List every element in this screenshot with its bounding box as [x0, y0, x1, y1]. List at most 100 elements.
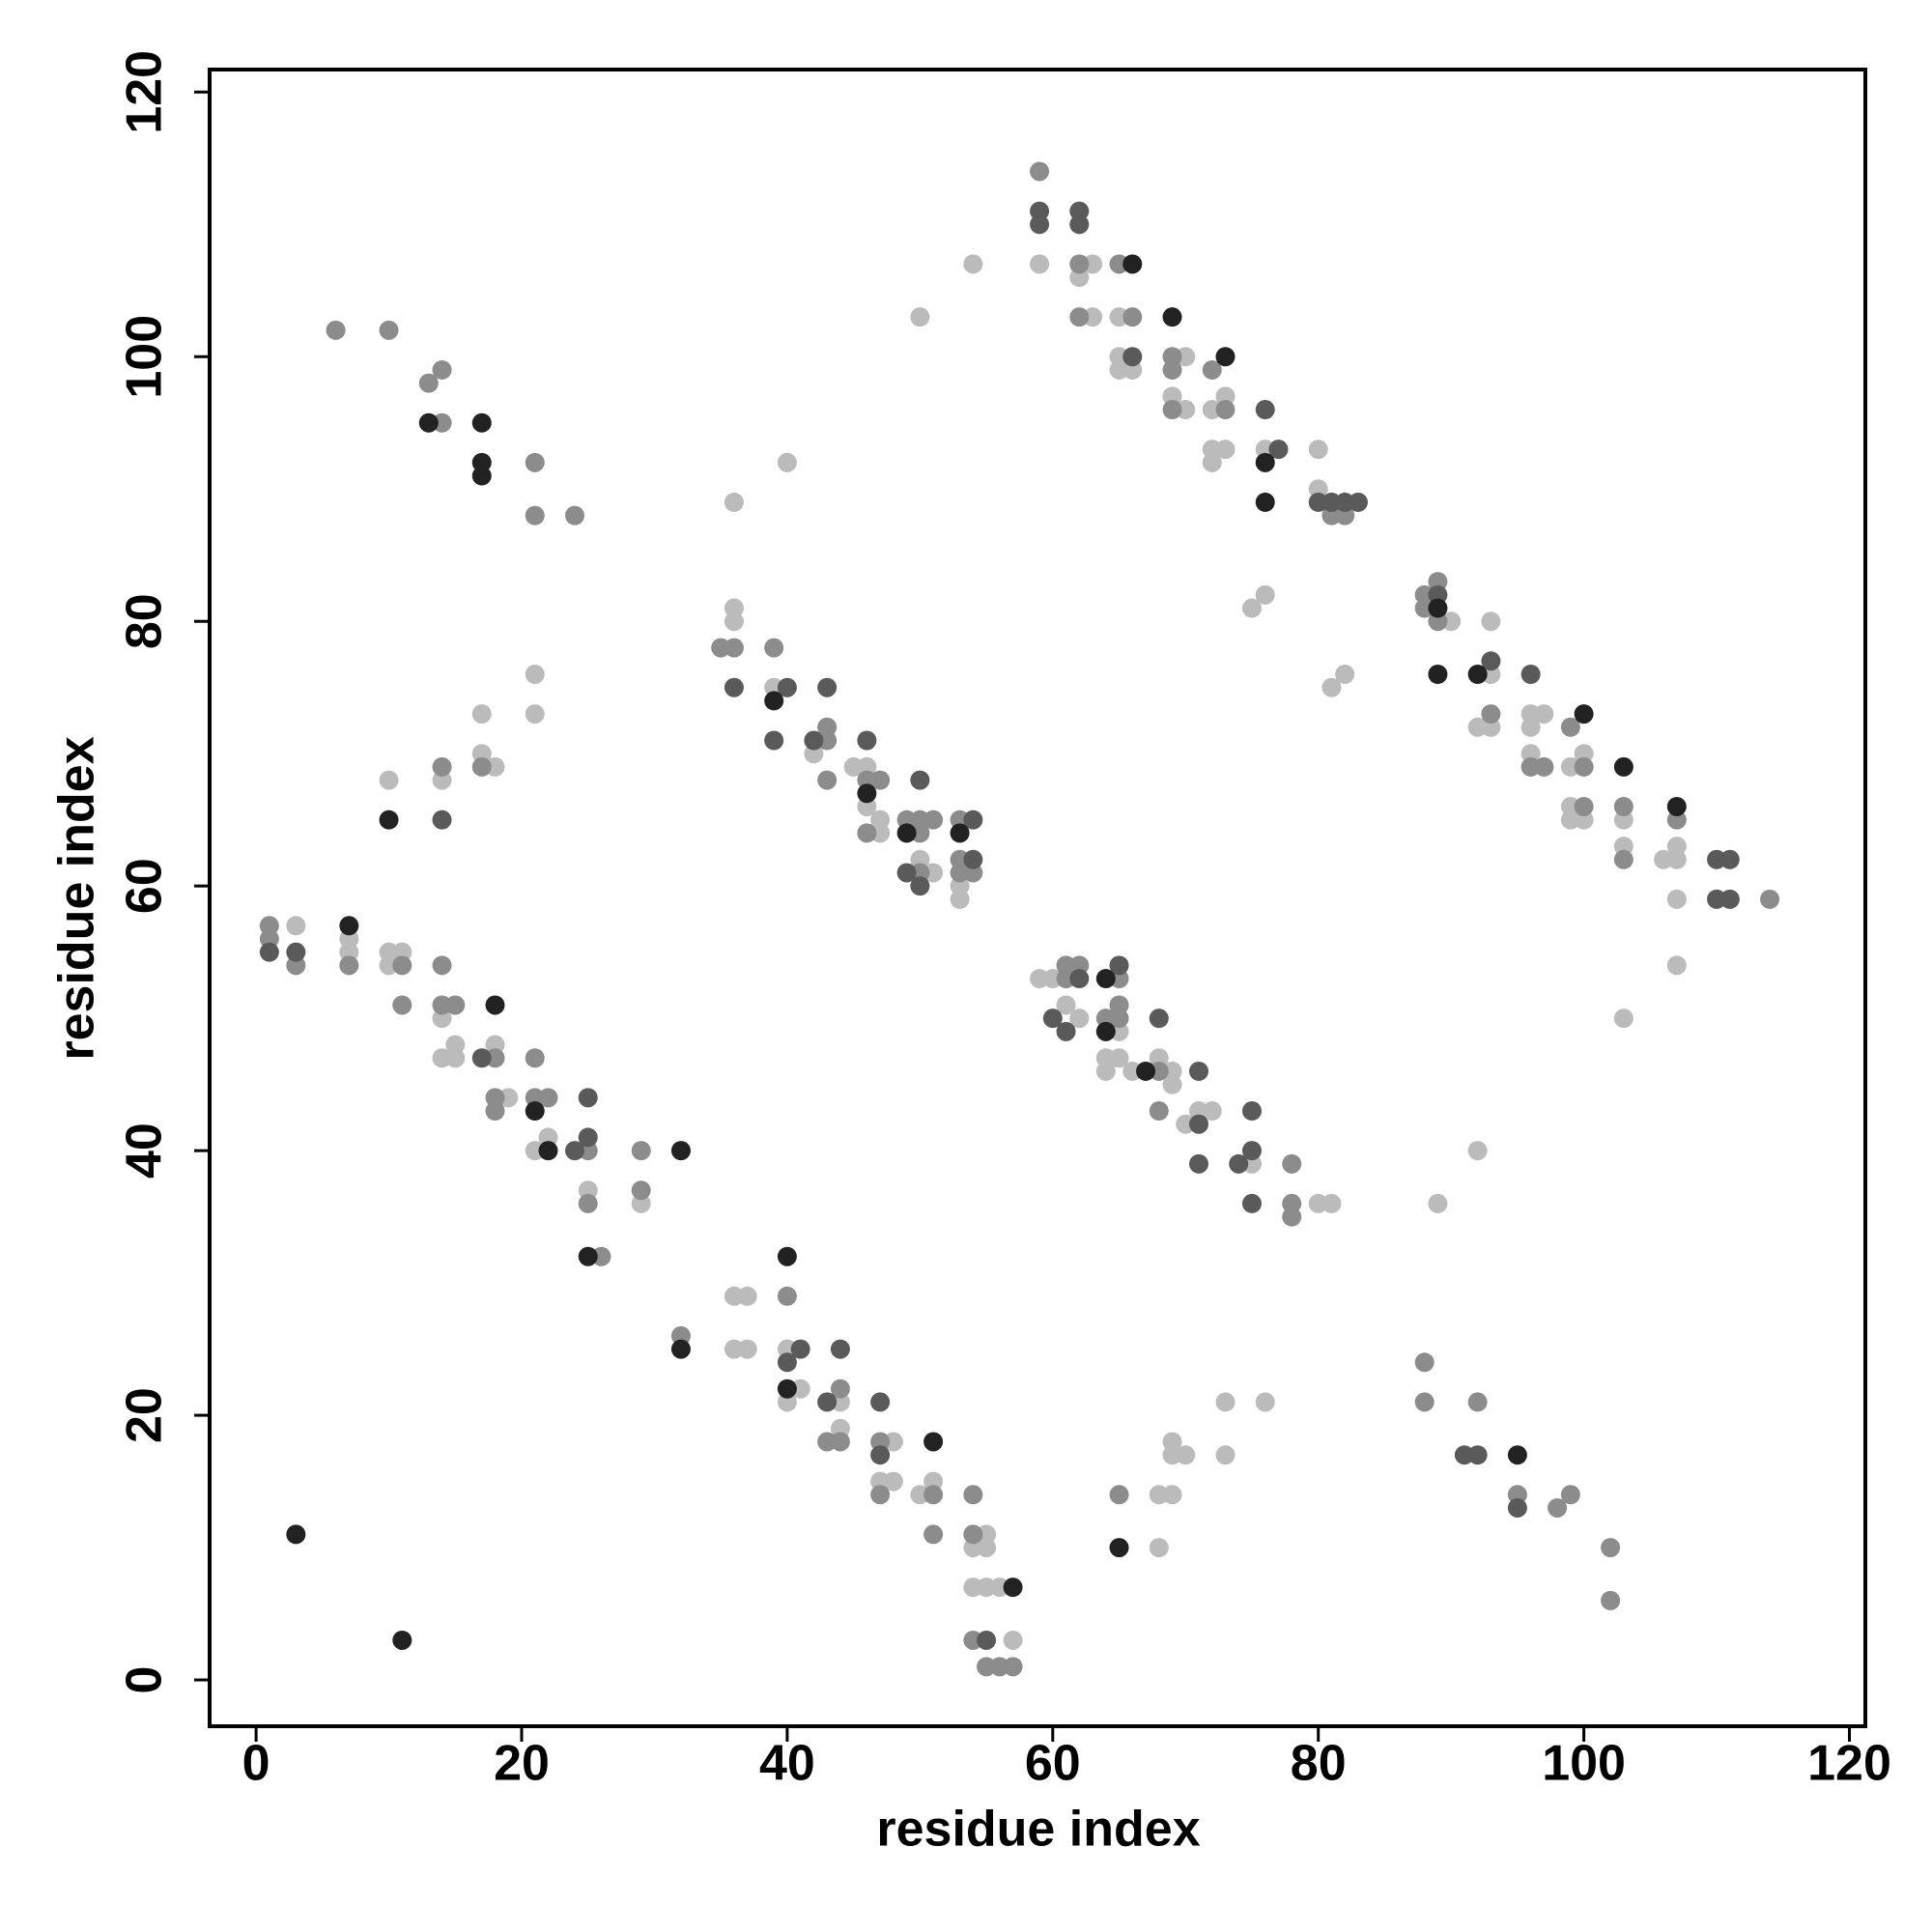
point: [777, 452, 797, 472]
point: [339, 955, 359, 976]
point: [804, 744, 824, 764]
point: [1308, 492, 1328, 512]
point: [392, 995, 412, 1015]
point: [777, 1246, 797, 1266]
point: [1574, 704, 1594, 724]
point: [724, 677, 744, 697]
point: [963, 1577, 983, 1598]
point: [1030, 969, 1050, 989]
point: [1030, 254, 1050, 274]
point: [1095, 1009, 1116, 1029]
point: [963, 810, 983, 830]
point: [870, 1445, 891, 1465]
point: [977, 1524, 997, 1545]
point: [777, 1286, 797, 1306]
point: [1069, 955, 1090, 976]
point: [923, 1432, 944, 1452]
point: [1707, 849, 1727, 869]
point: [631, 1141, 651, 1161]
point: [1666, 849, 1687, 869]
point: [1215, 1445, 1236, 1465]
point: [1255, 400, 1275, 420]
point: [1414, 1392, 1435, 1412]
point: [1215, 386, 1236, 407]
point: [670, 1325, 691, 1346]
point: [1241, 1141, 1262, 1161]
point: [1507, 1445, 1527, 1465]
point: [379, 942, 399, 962]
point: [1707, 889, 1727, 909]
point: [525, 505, 545, 526]
point: [1601, 1538, 1621, 1558]
point: [1162, 400, 1182, 420]
point: [1083, 307, 1103, 327]
point: [525, 665, 545, 685]
point: [989, 1577, 1009, 1598]
point: [1467, 665, 1488, 685]
point: [910, 1485, 930, 1505]
point: [817, 730, 838, 751]
point: [1149, 1538, 1169, 1558]
point: [1069, 969, 1090, 989]
point: [1613, 849, 1634, 869]
point: [764, 691, 784, 711]
point: [724, 1339, 744, 1359]
point: [1030, 214, 1050, 235]
point: [485, 1035, 505, 1055]
point: [1042, 1009, 1063, 1029]
point: [1162, 359, 1182, 380]
point: [1215, 1392, 1236, 1412]
point: [977, 1577, 997, 1598]
point: [445, 1048, 466, 1068]
point: [286, 916, 306, 936]
point: [631, 1180, 651, 1201]
point: [1241, 1153, 1262, 1174]
point: [1481, 665, 1501, 685]
point: [1215, 440, 1236, 460]
point: [578, 1180, 598, 1201]
point: [1560, 1485, 1580, 1505]
point: [1428, 611, 1448, 632]
point: [1428, 598, 1448, 618]
point: [525, 1088, 545, 1108]
point: [578, 1127, 598, 1148]
point: [724, 1286, 744, 1306]
point: [286, 955, 306, 976]
point: [471, 1048, 492, 1068]
point: [1719, 889, 1740, 909]
point: [1162, 386, 1182, 407]
point: [1255, 584, 1275, 605]
point: [1560, 810, 1580, 830]
y-tick-label: 80: [117, 593, 173, 649]
point: [1176, 1445, 1196, 1465]
point: [471, 412, 492, 433]
point: [724, 598, 744, 618]
point: [977, 1538, 997, 1558]
point: [896, 810, 917, 830]
point: [1534, 704, 1554, 724]
point: [471, 452, 492, 472]
point: [857, 796, 877, 816]
point: [1481, 717, 1501, 737]
point: [1083, 254, 1103, 274]
point: [1255, 1392, 1275, 1412]
point: [1760, 889, 1780, 909]
point: [963, 1538, 983, 1558]
point: [1321, 677, 1342, 697]
point: [1202, 440, 1222, 460]
point: [432, 770, 452, 790]
point: [1666, 955, 1687, 976]
y-tick-label: 60: [117, 858, 173, 914]
point: [1189, 1153, 1209, 1174]
point: [1162, 1445, 1182, 1465]
point: [1030, 201, 1050, 221]
point: [392, 955, 412, 976]
x-tick-label: 20: [494, 1736, 550, 1792]
point: [1268, 440, 1289, 460]
point: [578, 1088, 598, 1108]
point: [963, 1630, 983, 1650]
point: [1255, 452, 1275, 472]
point: [950, 863, 970, 883]
point: [1308, 440, 1328, 460]
point: [1149, 1009, 1169, 1029]
